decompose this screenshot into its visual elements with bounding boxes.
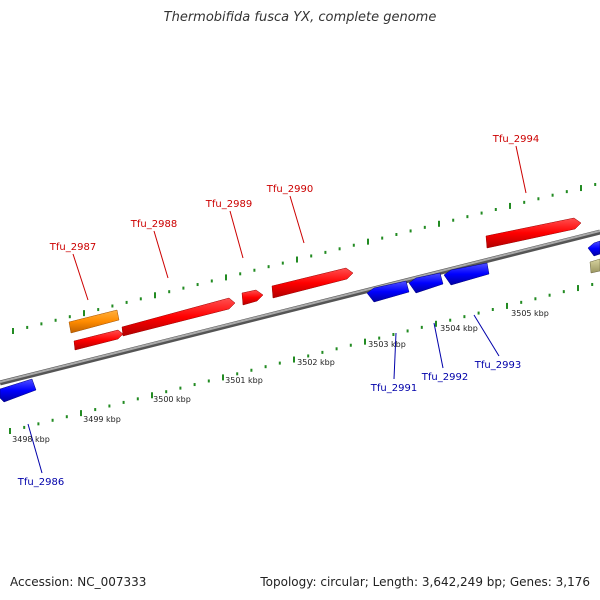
gene-tfu-2989-arrow[interactable] bbox=[241, 289, 264, 306]
backbone-highlight bbox=[0, 230, 600, 383]
scale-label-3504: 3504 kbp bbox=[440, 324, 478, 333]
gene-label-tfu-2992[interactable]: Tfu_2992 bbox=[421, 372, 468, 383]
scale-labels: 3498 kbp 3499 kbp 3500 kbp 3501 kbp 3502… bbox=[12, 309, 549, 444]
gene-orange-block[interactable] bbox=[68, 309, 120, 334]
reverse-tick-track bbox=[9, 282, 594, 434]
forward-gene-labels: Tfu_2987 Tfu_2988 Tfu_2989 Tfu_2990 Tfu_… bbox=[49, 134, 539, 253]
gene-tfu-2986-arrow[interactable] bbox=[0, 378, 37, 403]
map-title: Thermobifida fusca YX, complete genome bbox=[163, 10, 437, 25]
gene-label-tfu-2994[interactable]: Tfu_2994 bbox=[492, 134, 539, 145]
gene-tfu-2993-arrow[interactable] bbox=[443, 262, 490, 286]
scale-label-3499: 3499 kbp bbox=[83, 415, 121, 424]
gene-label-tfu-2993[interactable]: Tfu_2993 bbox=[474, 360, 521, 371]
gene-tfu-2992-arrow[interactable] bbox=[408, 272, 444, 294]
gene-tfu-2990-arrow[interactable] bbox=[271, 267, 354, 299]
genome-summary: Topology: circular; Length: 3,642,249 bp… bbox=[260, 575, 590, 589]
reverse-gene-labels: Tfu_2986 Tfu_2991 Tfu_2992 Tfu_2993 bbox=[17, 360, 521, 488]
scale-label-3498: 3498 kbp bbox=[12, 435, 50, 444]
gene-label-tfu-2990[interactable]: Tfu_2990 bbox=[266, 184, 313, 195]
scale-label-3501: 3501 kbp bbox=[225, 376, 263, 385]
gene-olive-block[interactable] bbox=[589, 258, 600, 274]
gene-tfu-2994-arrow[interactable] bbox=[485, 217, 582, 249]
accession-label: Accession: NC_007333 bbox=[10, 575, 147, 589]
forward-label-leaders bbox=[72, 145, 527, 301]
gene-tfu-2991-arrow[interactable] bbox=[366, 280, 410, 303]
gene-label-tfu-2989[interactable]: Tfu_2989 bbox=[205, 199, 252, 210]
gene-blue-edge-arrow[interactable] bbox=[587, 240, 600, 257]
scale-label-3500: 3500 kbp bbox=[153, 395, 191, 404]
gene-label-tfu-2988[interactable]: Tfu_2988 bbox=[130, 219, 177, 230]
gene-tfu-2987-arrow[interactable] bbox=[73, 329, 124, 351]
scale-label-3503: 3503 kbp bbox=[368, 340, 406, 349]
gene-tfu-2988-arrow[interactable] bbox=[121, 297, 236, 337]
scale-label-3505: 3505 kbp bbox=[511, 309, 549, 318]
gene-label-tfu-2986[interactable]: Tfu_2986 bbox=[17, 477, 64, 488]
gene-label-tfu-2991[interactable]: Tfu_2991 bbox=[370, 383, 417, 394]
forward-tick-track bbox=[12, 182, 597, 334]
reverse-label-leaders bbox=[27, 314, 500, 474]
scale-label-3502: 3502 kbp bbox=[297, 358, 335, 367]
gene-label-tfu-2987[interactable]: Tfu_2987 bbox=[49, 242, 96, 253]
